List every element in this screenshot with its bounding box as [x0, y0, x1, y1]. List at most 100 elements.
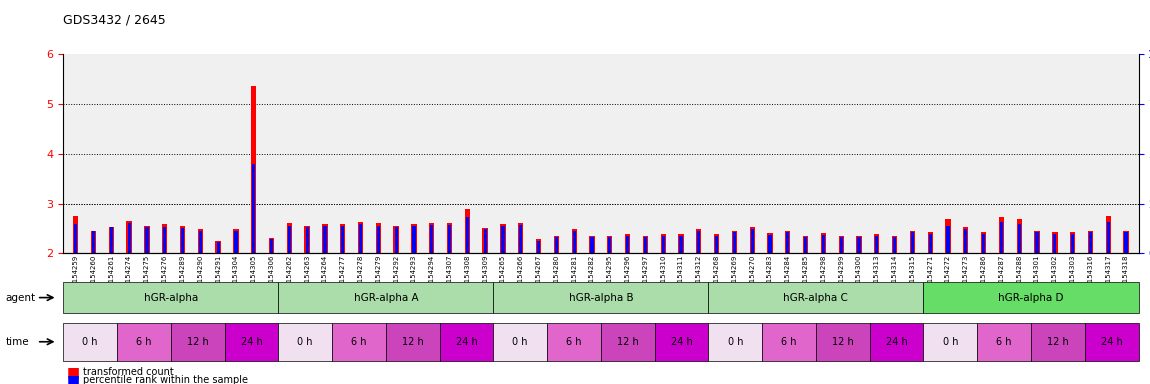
Text: 6 h: 6 h — [351, 337, 367, 347]
Bar — [306, 227, 308, 253]
Bar — [465, 209, 470, 253]
Bar — [430, 225, 434, 253]
Bar — [162, 225, 168, 253]
Bar — [964, 227, 968, 253]
Bar — [519, 223, 523, 253]
Bar — [998, 217, 1004, 253]
Bar — [910, 231, 915, 253]
Text: hGR-alpha: hGR-alpha — [144, 293, 198, 303]
Bar — [750, 227, 754, 253]
Bar — [393, 226, 399, 253]
Text: 6 h: 6 h — [781, 337, 797, 347]
Bar — [982, 235, 986, 253]
Bar — [1017, 220, 1022, 253]
Bar — [429, 223, 435, 253]
Bar — [358, 222, 363, 253]
Bar — [892, 236, 897, 253]
Bar — [376, 223, 381, 253]
Bar — [1071, 235, 1074, 253]
Bar — [128, 223, 131, 253]
Bar — [946, 226, 950, 253]
Text: agent: agent — [6, 293, 36, 303]
Text: 24 h: 24 h — [670, 337, 692, 347]
Bar — [554, 237, 558, 253]
Text: 6 h: 6 h — [136, 337, 152, 347]
Bar — [838, 236, 844, 253]
Bar — [1125, 232, 1128, 253]
Bar — [108, 227, 114, 253]
Text: 0 h: 0 h — [298, 337, 313, 347]
Text: hGR-alpha B: hGR-alpha B — [568, 293, 634, 303]
Text: 0 h: 0 h — [513, 337, 528, 347]
Bar — [573, 231, 576, 253]
Bar — [163, 227, 167, 253]
Text: 24 h: 24 h — [886, 337, 907, 347]
Bar — [145, 227, 148, 253]
Bar — [519, 225, 522, 253]
Bar — [1018, 225, 1021, 253]
Text: hGR-alpha D: hGR-alpha D — [998, 293, 1064, 303]
Text: 24 h: 24 h — [1101, 337, 1122, 347]
Bar — [1106, 222, 1110, 253]
Bar — [731, 231, 737, 253]
Bar — [590, 237, 593, 253]
Bar — [288, 226, 291, 253]
Bar — [785, 231, 790, 253]
Bar — [126, 221, 132, 253]
Bar — [394, 227, 398, 253]
Bar — [1070, 232, 1075, 253]
Bar — [269, 238, 274, 253]
Bar — [1089, 232, 1092, 253]
Text: ■: ■ — [67, 366, 79, 379]
Bar — [448, 225, 451, 253]
Bar — [483, 228, 488, 253]
Bar — [466, 217, 469, 253]
Bar — [733, 232, 736, 253]
Text: time: time — [6, 337, 30, 347]
Bar — [199, 231, 202, 253]
Bar — [215, 241, 221, 253]
Text: 6 h: 6 h — [566, 337, 582, 347]
Bar — [1124, 231, 1128, 253]
Bar — [412, 225, 416, 253]
Bar — [589, 236, 595, 253]
Text: 0 h: 0 h — [943, 337, 958, 347]
Bar — [572, 230, 577, 253]
Bar — [286, 223, 292, 253]
Bar — [91, 231, 97, 253]
Bar — [413, 226, 415, 253]
Bar — [751, 230, 753, 253]
Bar — [1035, 232, 1038, 253]
Text: 12 h: 12 h — [186, 337, 208, 347]
Text: transformed count: transformed count — [83, 367, 174, 377]
Bar — [626, 236, 629, 253]
Bar — [322, 225, 328, 253]
Text: 0 h: 0 h — [83, 337, 98, 347]
Bar — [875, 236, 879, 253]
Bar — [198, 230, 204, 253]
Bar — [660, 235, 666, 253]
Bar — [500, 225, 506, 253]
Bar — [767, 233, 773, 253]
Bar — [109, 227, 113, 253]
Text: GDS3432 / 2645: GDS3432 / 2645 — [63, 13, 166, 26]
Bar — [981, 232, 987, 253]
Bar — [804, 237, 807, 253]
Bar — [928, 232, 933, 253]
Text: hGR-alpha C: hGR-alpha C — [783, 293, 849, 303]
Bar — [553, 236, 559, 253]
Bar — [92, 231, 95, 253]
Bar — [858, 237, 860, 253]
Bar — [1052, 232, 1058, 253]
Bar — [537, 241, 540, 253]
Bar — [181, 228, 184, 253]
Bar — [821, 233, 826, 253]
Bar — [999, 222, 1003, 253]
Bar — [643, 236, 649, 253]
Text: 12 h: 12 h — [831, 337, 853, 347]
Bar — [377, 226, 380, 253]
Bar — [501, 226, 505, 253]
Bar — [874, 235, 880, 253]
Bar — [678, 235, 683, 253]
Bar — [608, 237, 612, 253]
